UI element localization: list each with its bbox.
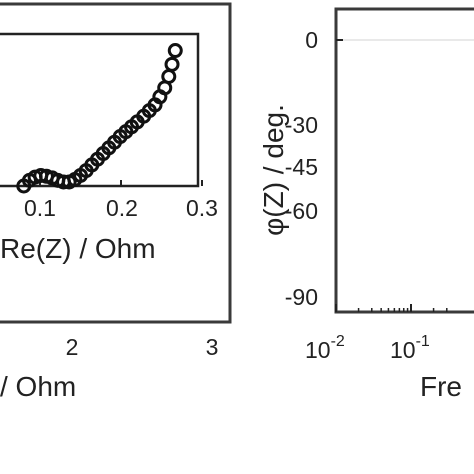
outer-x-tick-label: 2 xyxy=(66,334,79,360)
y-tick-label: -90 xyxy=(285,284,318,310)
data-point xyxy=(167,43,183,59)
y-axis-label: φ(Z) / deg. xyxy=(258,104,289,236)
y-gridlines xyxy=(336,39,474,41)
y-tick-label: 0 xyxy=(305,27,318,53)
x-tick-label: 10-1 xyxy=(390,333,430,363)
inset-x-axis-label: Re(Z) / Ohm xyxy=(0,233,156,264)
inset-x-tick-label: 0.3 xyxy=(186,195,218,221)
right-chart: 0 -30 -45 -60 -90 10-2 10-1 Fre φ(Z) / d… xyxy=(258,7,474,402)
inset-data-series xyxy=(16,43,183,194)
x-axis-label: Fre xyxy=(420,371,462,402)
outer-x-tick-label: 3 xyxy=(206,334,219,360)
inset-axes-frame xyxy=(0,32,200,188)
axis-ticks xyxy=(335,39,448,312)
outer-x-axis-label: / Ohm xyxy=(0,371,76,402)
y-tick-label: -30 xyxy=(285,112,318,138)
inset-chart: 0.1 0.2 0.3 Re(Z) / Ohm xyxy=(0,32,218,264)
axes-frame xyxy=(334,7,474,314)
y-tick-label: -60 xyxy=(285,198,318,224)
inset-x-tick-label: 0.2 xyxy=(106,195,138,221)
left-chart: 2 3 / Ohm 0.1 0.2 0.3 Re(Z) / Ohm xyxy=(0,2,232,402)
inset-x-tick-label: 0.1 xyxy=(24,195,56,221)
y-tick-label: -45 xyxy=(285,154,318,180)
data-point xyxy=(164,56,180,72)
outer-axes-frame xyxy=(0,2,232,324)
x-tick-label: 10-2 xyxy=(305,333,345,363)
